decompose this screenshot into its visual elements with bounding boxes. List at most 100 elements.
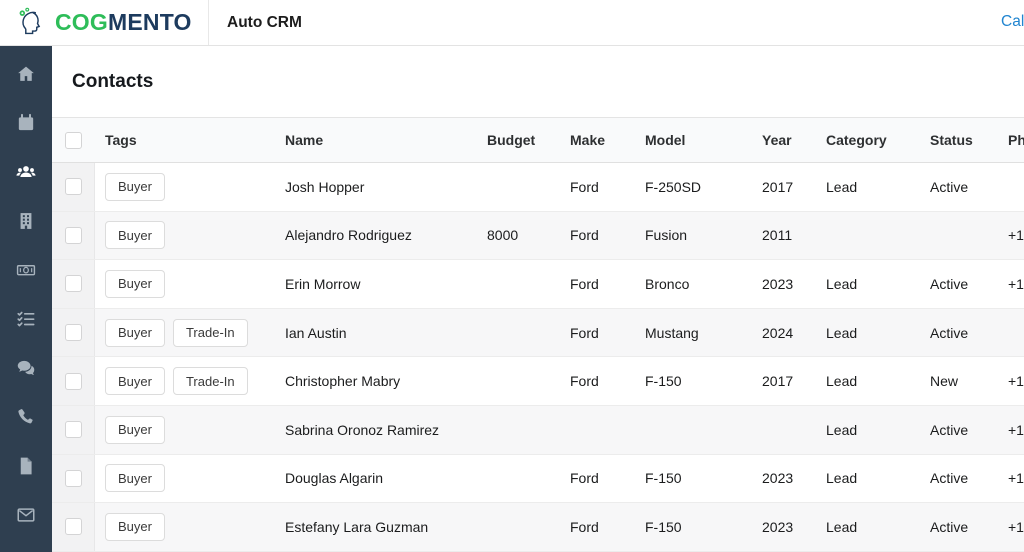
cell-make: Ford xyxy=(570,373,599,390)
table-row[interactable]: Buyer Josh Hopper Ford F-250SD 2017 Lead… xyxy=(52,163,1024,212)
cell-budget xyxy=(477,503,560,551)
cell-model: F-150 xyxy=(645,470,682,487)
companies-icon xyxy=(16,211,36,231)
sidebar-item-chat[interactable] xyxy=(0,343,52,392)
cell-make: Ford xyxy=(570,178,599,195)
cell-year: 2017 xyxy=(762,178,794,195)
tag-button[interactable]: Buyer xyxy=(105,318,165,347)
sidebar-item-documents[interactable] xyxy=(0,441,52,490)
table-row[interactable]: Buyer Douglas Algarin Ford F-150 2023 Le… xyxy=(52,454,1024,504)
cell-name: Erin Morrow xyxy=(285,275,361,292)
cell-budget xyxy=(477,260,560,308)
tag-button[interactable]: Trade-In xyxy=(172,318,248,347)
table-row[interactable]: Buyer Estefany Lara Guzman Ford F-150 20… xyxy=(52,503,1024,552)
cell-budget xyxy=(477,163,560,211)
calendar-link[interactable]: Calendar xyxy=(1001,13,1024,30)
brand-wordmark-cog: COG xyxy=(55,9,108,35)
tags-cell: Buyer xyxy=(95,212,275,260)
cell-make: Ford xyxy=(570,518,599,535)
row-checkbox[interactable] xyxy=(65,421,82,439)
cell-phone xyxy=(998,163,1024,211)
column-header-category[interactable]: Category xyxy=(826,132,887,148)
cell-year xyxy=(752,406,816,454)
row-checkbox[interactable] xyxy=(65,275,82,293)
tags-cell: Buyer xyxy=(95,260,275,308)
column-header-status[interactable]: Status xyxy=(930,132,973,148)
cell-model xyxy=(635,406,752,454)
select-all-checkbox[interactable] xyxy=(65,131,82,149)
brand-logo-link[interactable]: COGMENTO xyxy=(0,0,209,45)
row-checkbox[interactable] xyxy=(65,372,82,390)
cell-year: 2011 xyxy=(762,227,793,244)
cell-budget xyxy=(477,309,560,357)
documents-icon xyxy=(16,456,36,476)
row-select-cell xyxy=(52,308,95,357)
row-checkbox[interactable] xyxy=(65,469,82,487)
column-header-budget[interactable]: Budget xyxy=(487,132,536,148)
tags-cell: Buyer xyxy=(95,406,275,454)
tag-button[interactable]: Buyer xyxy=(105,221,165,250)
cell-model: F-150 xyxy=(645,373,682,390)
cell-name: Douglas Algarin xyxy=(285,470,384,487)
tag-button[interactable]: Buyer xyxy=(105,269,165,298)
sidebar-item-tasks[interactable] xyxy=(0,294,52,343)
cell-name: Sabrina Oronoz Ramirez xyxy=(285,421,440,438)
table-row[interactable]: Buyer Erin Morrow Ford Bronco 2023 Lead … xyxy=(52,260,1024,309)
tag-button[interactable]: Buyer xyxy=(105,464,165,493)
row-select-cell xyxy=(52,454,95,503)
column-header-model[interactable]: Model xyxy=(645,132,686,148)
cell-status xyxy=(920,212,998,260)
table-row[interactable]: Buyer Sabrina Oronoz Ramirez Lead Active… xyxy=(52,405,1024,455)
table-row[interactable]: Buyer Trade-In Ian Austin Ford Mustang 20… xyxy=(52,308,1024,358)
tag-button[interactable]: Buyer xyxy=(105,415,165,444)
tag-button[interactable]: Buyer xyxy=(105,367,165,396)
sidebar-item-contacts[interactable] xyxy=(0,147,52,196)
tags-cell: Buyer Trade-In xyxy=(95,357,275,405)
cell-budget xyxy=(477,357,560,405)
calls-icon xyxy=(16,407,36,427)
column-header-tags[interactable]: Tags xyxy=(105,132,137,148)
deals-icon xyxy=(16,260,36,280)
column-header-name[interactable]: Name xyxy=(285,132,324,148)
sidebar-item-calendar[interactable] xyxy=(0,98,52,147)
brand-wordmark-mento: MENTO xyxy=(108,9,192,35)
page-header: Contacts xyxy=(52,46,1024,117)
tag-button[interactable]: Trade-In xyxy=(172,367,248,396)
sidebar-item-home[interactable] xyxy=(0,49,52,98)
table-row[interactable]: Buyer Trade-In Christopher Mabry Ford F-1… xyxy=(52,357,1024,406)
calendar-icon xyxy=(16,113,36,133)
table-row[interactable]: Buyer Alejandro Rodriguez 8000 Ford Fusi… xyxy=(52,211,1024,261)
contacts-table: Tags Name Budget Make Model Year Categor… xyxy=(52,117,1024,552)
tag-button[interactable]: Buyer xyxy=(105,172,165,201)
sidebar-item-email[interactable] xyxy=(0,490,52,539)
cell-make: Ford xyxy=(570,324,599,341)
email-icon xyxy=(16,505,36,525)
home-icon xyxy=(16,64,36,84)
column-header-phone[interactable]: Phone xyxy=(1008,132,1024,148)
cell-phone: +1 xyxy=(1008,421,1024,438)
cell-budget: 8000 xyxy=(487,227,519,244)
column-header-year[interactable]: Year xyxy=(762,132,792,148)
column-header-make[interactable]: Make xyxy=(570,132,606,148)
cell-model: F-150 xyxy=(645,518,682,535)
row-checkbox[interactable] xyxy=(65,324,82,342)
cell-category xyxy=(816,212,920,260)
app-title: Auto CRM xyxy=(227,13,302,31)
cell-phone xyxy=(998,309,1024,357)
cell-name: Alejandro Rodriguez xyxy=(285,227,412,244)
row-checkbox[interactable] xyxy=(65,226,82,244)
cell-model: F-250SD xyxy=(645,178,702,195)
page-title: Contacts xyxy=(72,71,154,92)
sidebar-item-deals[interactable] xyxy=(0,245,52,294)
cell-name: Josh Hopper xyxy=(285,178,365,195)
row-checkbox[interactable] xyxy=(65,518,82,536)
sidebar-item-calls[interactable] xyxy=(0,392,52,441)
chat-icon xyxy=(16,358,36,378)
tag-button[interactable]: Buyer xyxy=(105,512,165,541)
cell-make xyxy=(560,406,635,454)
sidebar-item-companies[interactable] xyxy=(0,196,52,245)
row-checkbox[interactable] xyxy=(65,178,82,196)
cell-phone: +1 xyxy=(1008,227,1024,244)
cell-make: Ford xyxy=(570,227,599,244)
tags-cell: Buyer xyxy=(95,163,275,211)
